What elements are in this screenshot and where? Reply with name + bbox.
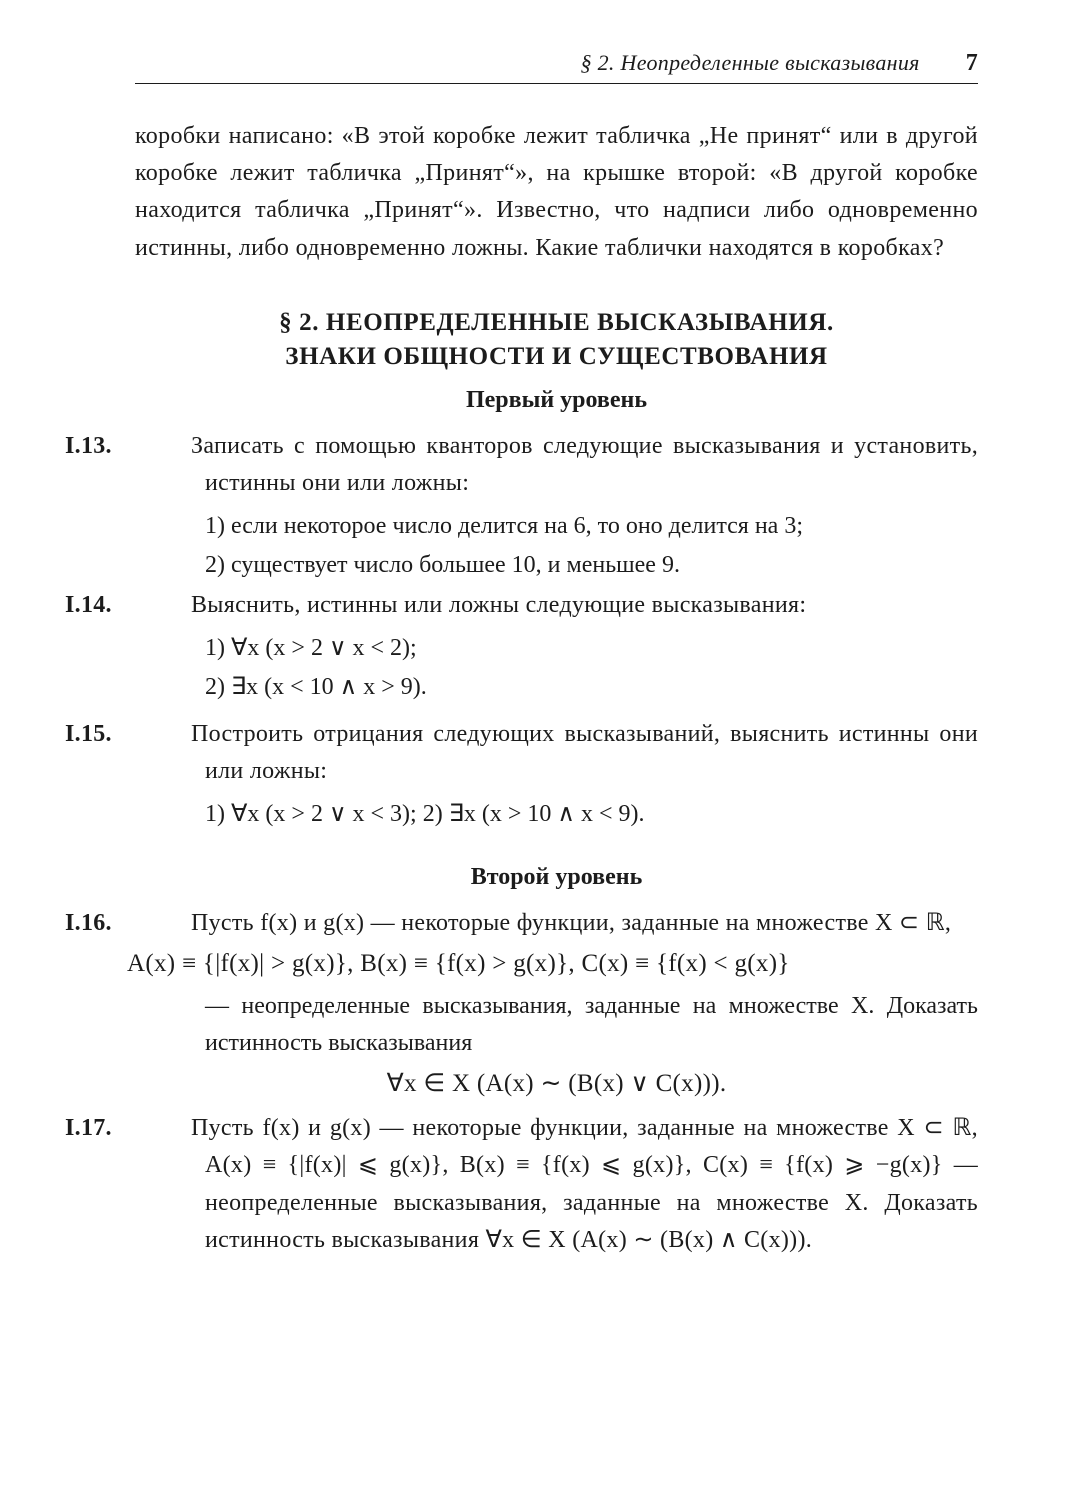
problem-text: Пусть f(x) и g(x) — некоторые функции, з…	[191, 1115, 978, 1253]
section-title-line2: ЗНАКИ ОБЩНОСТИ И СУЩЕСТВОВАНИЯ	[135, 343, 978, 371]
intro-paragraph: коробки написано: «В этой коробке лежит …	[135, 118, 978, 267]
problem-number: I.13.	[135, 428, 191, 465]
section-title-line1: § 2. НЕОПРЕДЕЛЕННЫЕ ВЫСКАЗЫВАНИЯ.	[135, 309, 978, 337]
page: § 2. Неопределенные высказывания 7 короб…	[0, 0, 1088, 1500]
problem-lead: Пусть f(x) и g(x) — некоторые функции, з…	[191, 910, 951, 936]
problem-i13-sub2: 2) существует число большее 10, и меньше…	[135, 547, 978, 584]
problem-text: Построить отрицания следующих высказыван…	[191, 721, 978, 784]
problem-number: I.16.	[135, 905, 191, 942]
problem-i14: I.14.Выяснить, истинны или ложны следующ…	[135, 587, 978, 624]
page-number: 7	[966, 50, 978, 77]
problem-number: I.17.	[135, 1110, 191, 1147]
problem-i14-sub1: 1) ∀x (x > 2 ∨ x < 2);	[135, 630, 978, 667]
running-title: § 2. Неопределенные высказывания	[581, 50, 920, 76]
problem-i15-items: 1) ∀x (x > 2 ∨ x < 3); 2) ∃x (x > 10 ∧ x…	[135, 796, 978, 833]
level1-title: Первый уровень	[135, 387, 978, 414]
problem-text: Выяснить, истинны или ложны следующие вы…	[191, 592, 806, 618]
problem-text: Записать с помощью кванторов следующие в…	[191, 433, 978, 496]
problem-i17: I.17.Пусть f(x) и g(x) — некоторые функц…	[135, 1110, 978, 1259]
problem-i16-mid: — неопределенные высказывания, заданные …	[135, 988, 978, 1062]
problem-i16-defs: A(x) ≡ {|f(x)| > g(x)}, B(x) ≡ {f(x) > g…	[127, 950, 978, 978]
problem-i16-formula: ∀x ∈ X (A(x) ∼ (B(x) ∨ C(x))).	[135, 1068, 978, 1098]
problem-number: I.14.	[135, 587, 191, 624]
problem-i13: I.13.Записать с помощью кванторов следую…	[135, 428, 978, 502]
problem-i16: I.16.Пусть f(x) и g(x) — некоторые функц…	[135, 905, 978, 942]
problem-i15: I.15.Построить отрицания следующих выска…	[135, 716, 978, 790]
problem-number: I.15.	[135, 716, 191, 753]
running-header: § 2. Неопределенные высказывания 7	[135, 50, 978, 84]
problem-i14-sub2: 2) ∃x (x < 10 ∧ x > 9).	[135, 669, 978, 706]
level2-title: Второй уровень	[135, 864, 978, 891]
problem-i13-sub1: 1) если некоторое число делится на 6, то…	[135, 508, 978, 545]
